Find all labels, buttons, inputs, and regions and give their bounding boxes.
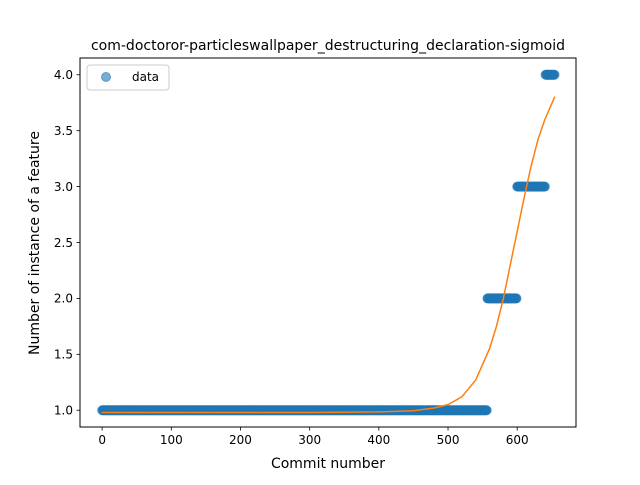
y-tick-label: 4.0: [54, 68, 73, 82]
y-tick-label: 2.5: [54, 236, 73, 250]
x-tick-label: 500: [437, 433, 460, 447]
data-point: [481, 405, 492, 416]
data-point: [539, 181, 550, 192]
x-tick-label: 0: [98, 433, 106, 447]
legend-marker-data: [101, 72, 111, 82]
data-point: [549, 69, 560, 80]
x-axis: 0 100 200 300 400 500 600: [98, 427, 529, 447]
x-tick-label: 100: [160, 433, 183, 447]
y-tick-label: 3.0: [54, 180, 73, 194]
legend-label-data: data: [132, 70, 159, 84]
y-tick-label: 2.0: [54, 292, 73, 306]
x-tick-label: 600: [506, 433, 529, 447]
y-axis-label: Number of instance of a feature: [27, 131, 43, 355]
y-tick-label: 1.5: [54, 348, 73, 362]
y-tick-label: 3.5: [54, 124, 73, 138]
x-tick-label: 400: [367, 433, 390, 447]
plot-area: [97, 69, 560, 416]
x-axis-label: Commit number: [271, 456, 385, 472]
sigmoid-fit-line: [101, 96, 556, 414]
data-point: [511, 293, 522, 304]
legend-box: [86, 64, 170, 91]
x-tick-label: 200: [229, 433, 252, 447]
y-axis: 1.0 1.5 2.0 2.5 3.0 3.5 4.0: [54, 68, 80, 418]
y-tick-label: 1.0: [54, 404, 73, 418]
x-tick-label: 300: [298, 433, 321, 447]
legend: data: [86, 64, 170, 91]
chart-title: com-doctoror-particleswallpaper_destruct…: [91, 38, 565, 54]
